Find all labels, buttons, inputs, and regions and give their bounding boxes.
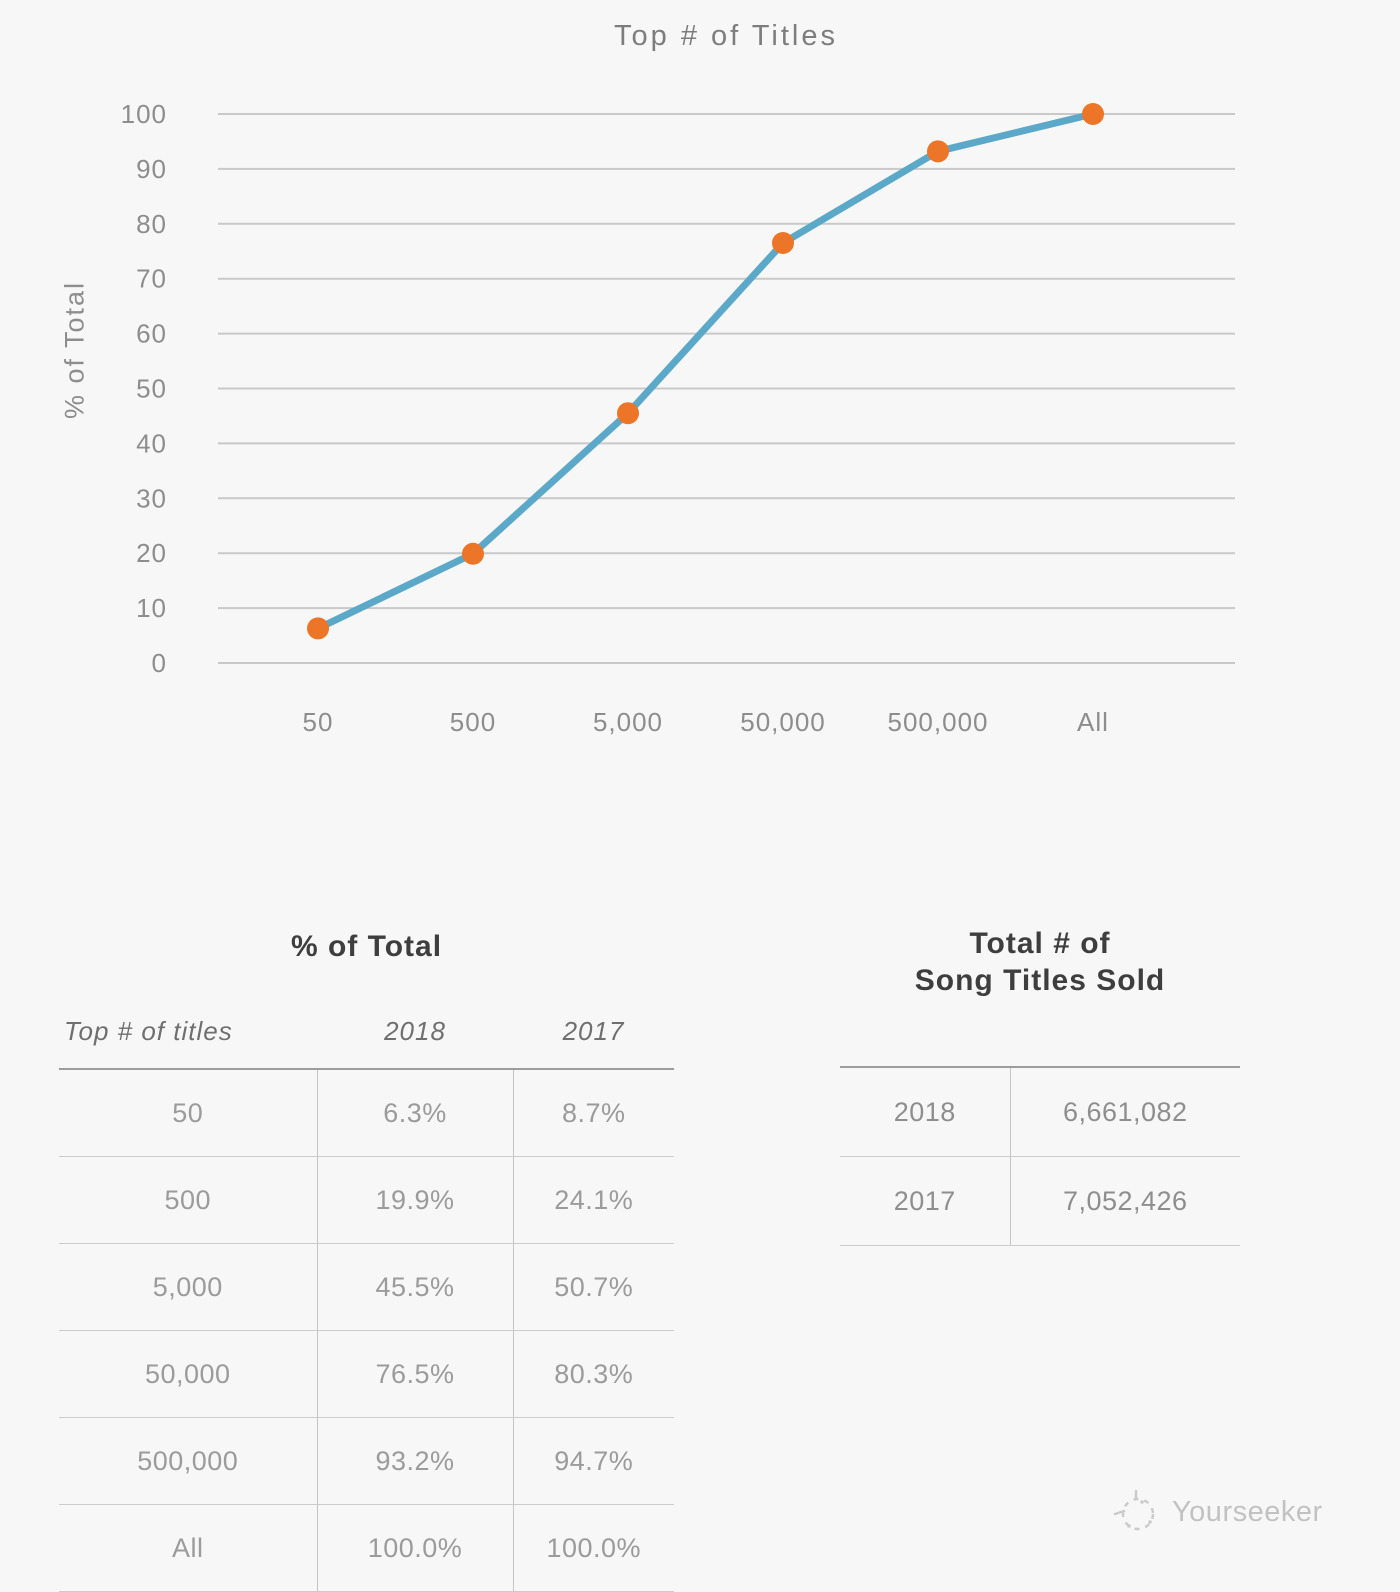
y-tick-label: 60: [136, 319, 167, 349]
right-table-title-line2: Song Titles Sold: [914, 964, 1166, 997]
table-cell: 94.7%: [512, 1417, 674, 1505]
table-cell: 19.9%: [316, 1156, 513, 1244]
y-tick-label: 40: [136, 428, 167, 458]
table-cell: 500: [59, 1156, 317, 1244]
table-row: 500 19.9% 24.1%: [59, 1156, 674, 1244]
table-row: 50,000 76.5% 80.3%: [59, 1330, 674, 1418]
data-point: [462, 542, 484, 565]
table-cell: 2018: [840, 1067, 1010, 1157]
table-row: 500,000 93.2% 94.7%: [59, 1417, 674, 1505]
x-tick-label: 50: [303, 707, 334, 737]
x-tick-label: 500: [450, 707, 496, 737]
data-point: [307, 617, 329, 640]
table-row: 5,000 45.5% 50.7%: [59, 1243, 674, 1331]
column-header-top-titles: Top # of titles: [59, 995, 317, 1070]
table-cell: 24.1%: [512, 1156, 674, 1244]
left-table-title: % of Total: [290, 930, 443, 963]
data-point: [1082, 103, 1104, 125]
table-cell: 6.3%: [316, 1069, 513, 1157]
table-cell: 50: [59, 1069, 317, 1157]
x-tick-label: All: [1077, 707, 1109, 737]
data-point: [617, 402, 639, 425]
y-tick-label: 70: [136, 264, 167, 294]
column-header-2018: 2018: [317, 995, 513, 1070]
percent-of-total-table-grid: Top # of titles 2018 2017 50 6.3% 8.7% 500 1…: [59, 995, 674, 1592]
watermark-label: Yourseeker: [1172, 1495, 1323, 1528]
right-table-title-line1: Total # of: [969, 927, 1111, 960]
x-tick-label: 50,000: [740, 707, 826, 737]
table-cell: 7,052,426: [1009, 1156, 1240, 1246]
right-table-title: Total # of Song Titles Sold: [840, 925, 1240, 999]
table-cell: 500,000: [59, 1417, 317, 1505]
table-row: 50 6.3% 8.7%: [59, 1069, 674, 1157]
table-cell: 100.0%: [512, 1504, 674, 1592]
table-cell: 45.5%: [316, 1243, 513, 1331]
series-line-2018: [314, 110, 1097, 632]
percent-of-total-table: % of Total Top # of titles 2018 2017 50 6…: [59, 925, 674, 1592]
y-tick-label: 80: [136, 209, 167, 239]
y-tick-label: 90: [136, 154, 167, 184]
table-cell: 2017: [840, 1156, 1010, 1246]
table-cell: 6,661,082: [1009, 1067, 1240, 1157]
y-tick-label: 10: [136, 593, 167, 623]
column-header-2017: 2017: [513, 995, 674, 1070]
table-row: 2017 7,052,426: [840, 1156, 1240, 1246]
x-tick-label: 5,000: [593, 707, 663, 737]
line-chart: 0 10 20 30 40 50 60 70 80 90 100 50 500 5,000 50,000 50…: [121, 99, 1235, 737]
table-cell: 100.0%: [316, 1504, 513, 1592]
table-cell: 8.7%: [512, 1069, 674, 1157]
data-point: [927, 140, 949, 163]
table-row: All 100.0% 100.0%: [59, 1504, 674, 1592]
y-tick-label: 30: [136, 483, 167, 513]
y-tick-label: 50: [136, 374, 167, 404]
chart-title: Top # of Titles: [614, 20, 838, 52]
y-tick-label: 20: [136, 538, 167, 568]
song-titles-sold-table: Total # of Song Titles Sold 2018 6,661,08…: [840, 925, 1240, 1246]
table-header-row: Top # of titles 2018 2017: [59, 995, 674, 1070]
table-row: 2018 6,661,082: [840, 1067, 1240, 1157]
table-cell: All: [59, 1504, 317, 1592]
yourseeker-logo-icon: [1113, 1489, 1155, 1531]
x-tick-label: 500,000: [888, 707, 989, 737]
data-point: [772, 232, 794, 255]
table-cell: 93.2%: [316, 1417, 513, 1505]
watermark: Yourseeker: [1112, 1488, 1323, 1536]
table-cell: 80.3%: [512, 1330, 674, 1418]
table-cell: 50,000: [59, 1330, 317, 1418]
y-tick-label: 0: [152, 648, 167, 678]
table-cell: 76.5%: [316, 1330, 513, 1418]
y-tick-label: 100: [121, 99, 167, 129]
table-cell: 50.7%: [512, 1243, 674, 1331]
table-cell: 5,000: [59, 1243, 317, 1331]
song-titles-sold-table-grid: 2018 6,661,082 2017 7,052,426: [840, 1066, 1240, 1246]
